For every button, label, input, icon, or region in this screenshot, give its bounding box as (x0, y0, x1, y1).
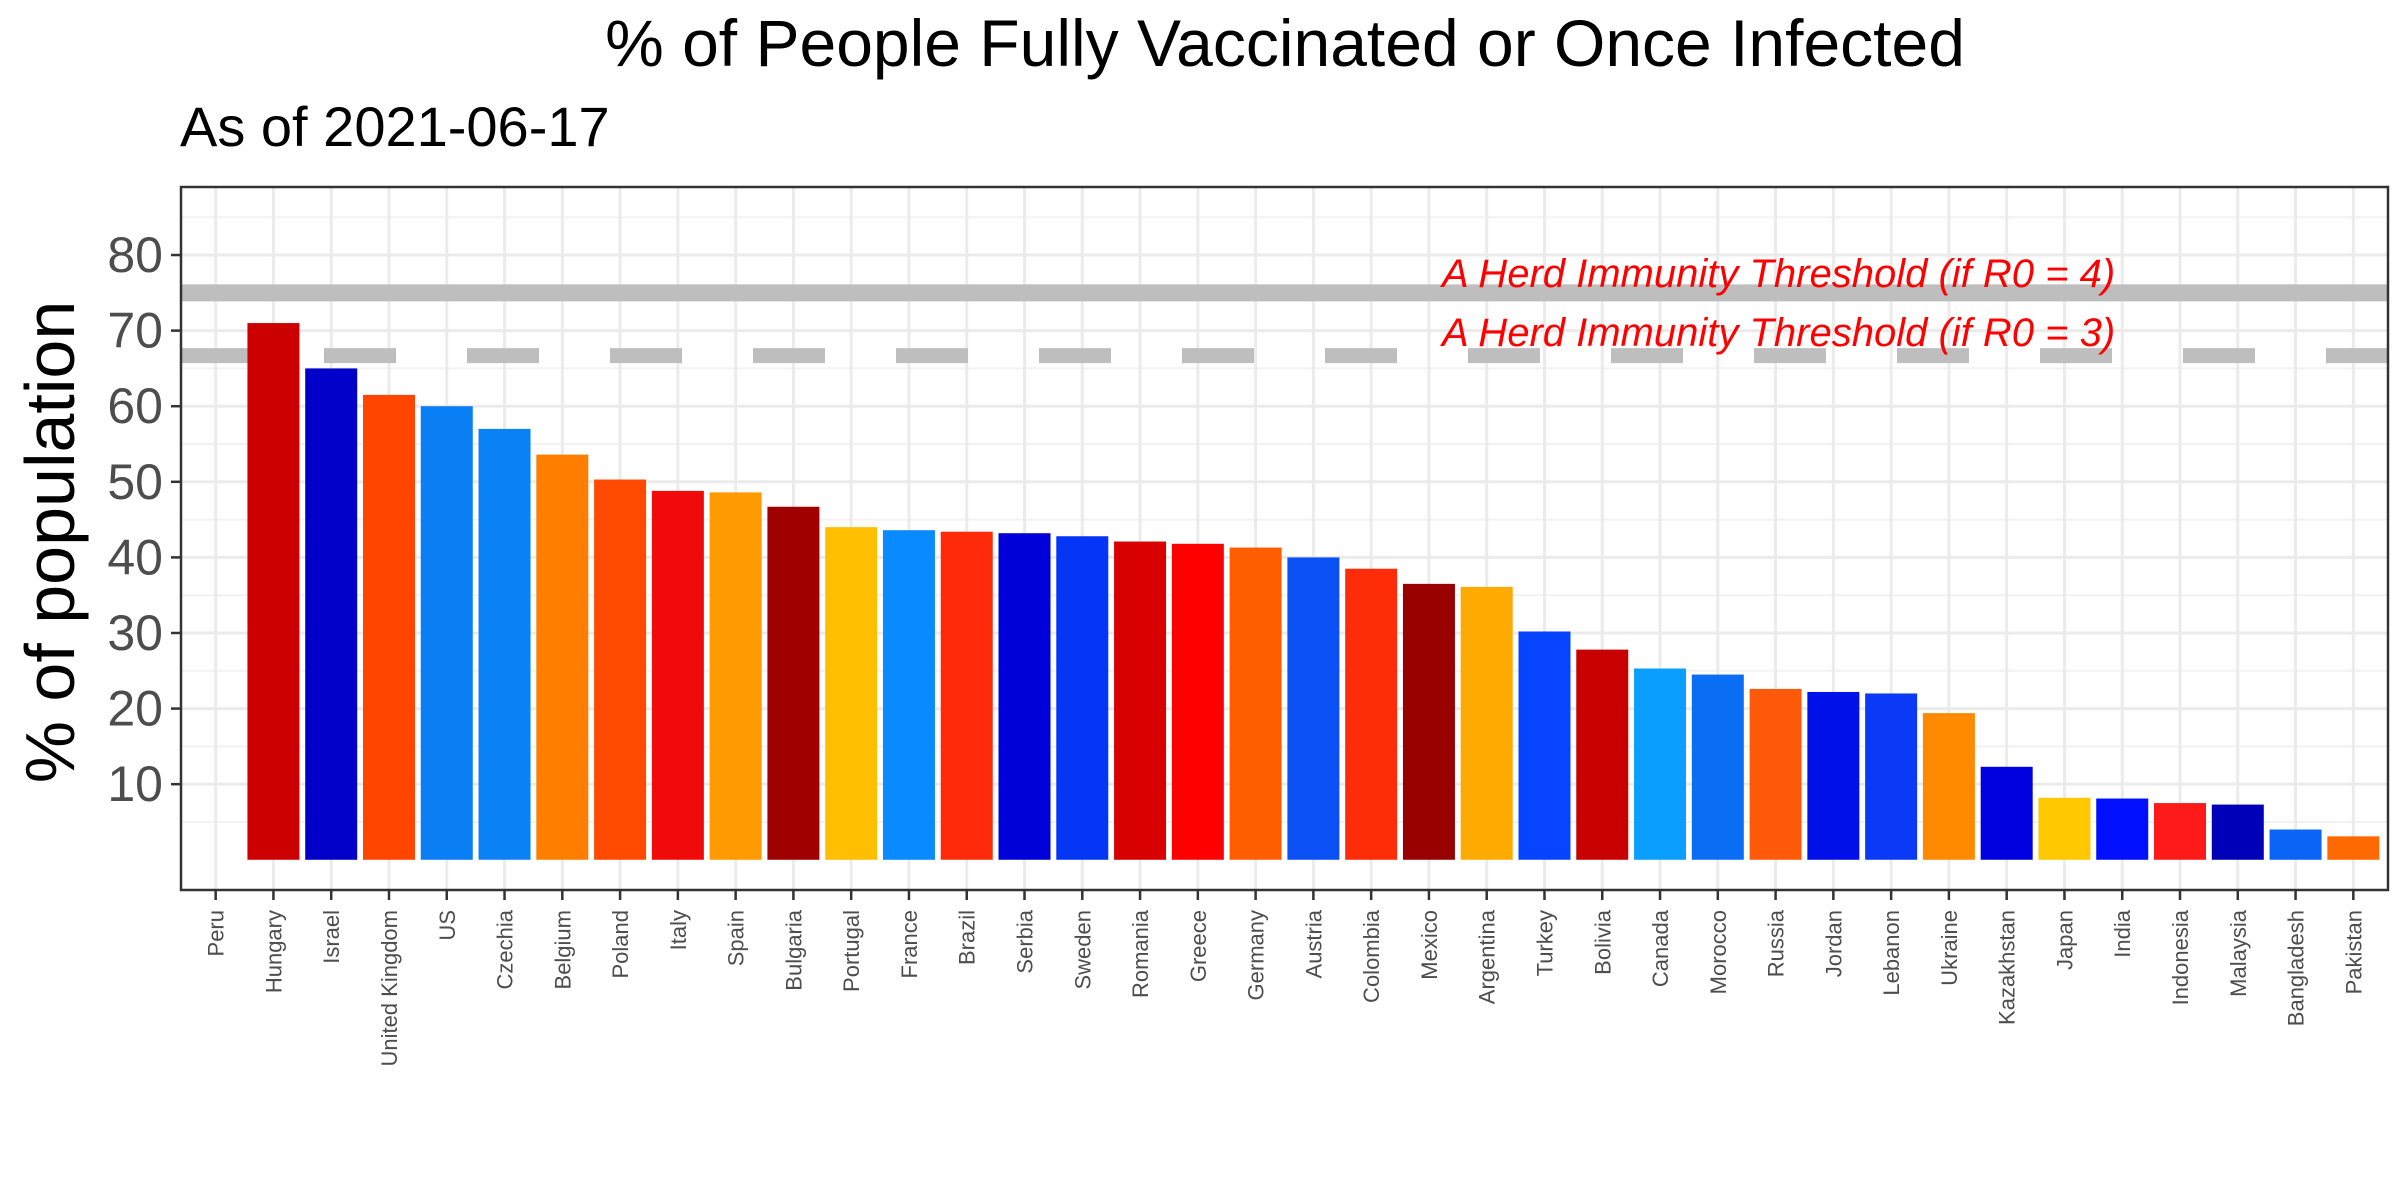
reference-lines (181, 284, 2388, 364)
chart-title: % of People Fully Vaccinated or Once Inf… (605, 6, 1965, 80)
x-tick-label: Kazakhstan (1995, 910, 2020, 1025)
bar-canada (1634, 668, 1687, 860)
x-tick-label: Ukraine (1937, 910, 1962, 986)
bar-mexico (1402, 583, 1455, 860)
bar-india (2096, 798, 2149, 860)
x-tick-label: US (435, 910, 460, 941)
bar-indonesia (2154, 803, 2207, 860)
x-tick-label: United Kingdom (377, 910, 402, 1067)
x-tick-label: Bangladesh (2284, 910, 2309, 1026)
threshold-label-r0-4: A Herd Immunity Threshold (if R0 = 4) (1440, 252, 2115, 296)
bar-serbia (998, 533, 1051, 860)
x-tick-label: Portugal (839, 910, 864, 992)
bar-us (420, 406, 473, 860)
y-tick-label: 40 (107, 529, 163, 585)
x-tick-label: Turkey (1532, 910, 1557, 976)
y-tick-label: 50 (107, 454, 163, 510)
x-tick-label: Spain (724, 910, 749, 966)
x-tick-label: Brazil (955, 910, 980, 965)
y-tick-label: 80 (107, 227, 163, 283)
bar-bolivia (1576, 649, 1629, 860)
bar-lebanon (1865, 693, 1918, 860)
bar-pakistan (2327, 836, 2380, 860)
x-tick-label: Italy (666, 910, 691, 950)
bar-hungary (247, 323, 300, 860)
bar-italy (651, 490, 704, 860)
x-tick-label: Czechia (493, 909, 518, 989)
y-tick-label: 10 (107, 756, 163, 812)
plot-border (179, 185, 2390, 892)
bar-germany (1229, 547, 1282, 860)
bar-colombia (1345, 568, 1398, 860)
y-tick-label: 20 (107, 681, 163, 737)
bar-sweden (1056, 536, 1109, 860)
x-tick-label: Serbia (1013, 909, 1038, 973)
x-tick-label: Greece (1186, 910, 1211, 982)
x-tick-label: India (2110, 909, 2135, 957)
x-tick-label: Mexico (1417, 910, 1442, 980)
x-tick-label: Peru (204, 910, 229, 956)
x-tick-label: Russia (1764, 909, 1789, 977)
bar-japan (2038, 797, 2091, 860)
bar-france (882, 530, 935, 860)
bar-morocco (1691, 674, 1744, 860)
bar-austria (1287, 557, 1340, 860)
bar-malaysia (2211, 804, 2264, 860)
x-tick-label: Austria (1301, 909, 1326, 978)
chart-subtitle: As of 2021-06-17 (180, 95, 610, 158)
x-tick-label: Pakistan (2341, 910, 2366, 994)
x-tick-label: Hungary (261, 910, 286, 993)
threshold-label-r0-3: A Herd Immunity Threshold (if R0 = 3) (1440, 311, 2115, 355)
x-tick-label: Bulgaria (781, 909, 806, 990)
x-tick-label: Romania (1128, 909, 1153, 998)
x-tick-label: Sweden (1070, 910, 1095, 990)
x-tick-label: Morocco (1706, 910, 1731, 994)
bar-israel (305, 368, 358, 860)
x-tick-label: Germany (1244, 910, 1269, 1000)
x-tick-label: Malaysia (2226, 909, 2251, 997)
x-tick-label: Japan (2052, 910, 2077, 970)
bar-united-kingdom (362, 394, 415, 860)
x-tick-label: Lebanon (1879, 910, 1904, 996)
bar-spain (709, 492, 762, 860)
bar-argentina (1460, 586, 1513, 860)
x-tick-label: Canada (1648, 909, 1673, 987)
bar-greece (1171, 543, 1224, 860)
x-tick-label: Bolivia (1590, 909, 1615, 975)
y-tick-label: 30 (107, 605, 163, 661)
x-tick-label: Argentina (1475, 909, 1500, 1004)
bar-romania (1114, 541, 1167, 860)
bar-ukraine (1922, 713, 1975, 860)
x-tick-label: Colombia (1359, 909, 1384, 1003)
bar-bangladesh (2269, 829, 2322, 860)
x-tick-label: Poland (608, 910, 633, 979)
bar-belgium (536, 454, 589, 860)
bar-turkey (1518, 631, 1571, 860)
bar-russia (1749, 688, 1802, 860)
annotations: A Herd Immunity Threshold (if R0 = 4) A H… (1440, 252, 2115, 355)
bar-kazakhstan (1980, 766, 2033, 860)
x-tick-label: Indonesia (2168, 909, 2193, 1005)
bar-poland (594, 479, 647, 860)
bar-jordan (1807, 691, 1860, 860)
bar-brazil (940, 531, 993, 860)
x-tick-label: France (897, 910, 922, 978)
y-tick-label: 60 (107, 378, 163, 434)
y-tick-label: 70 (107, 303, 163, 359)
bar-bulgaria (767, 506, 820, 860)
bars (247, 323, 2380, 860)
bar-portugal (825, 527, 878, 860)
x-tick-label: Belgium (550, 910, 575, 989)
x-tick-label: Israel (319, 910, 344, 964)
x-tick-label: Jordan (1821, 910, 1846, 977)
axes: 10 20 30 40 50 60 70 80 Peru Hungary Israel United … (107, 185, 2390, 1067)
bar-czechia (478, 428, 531, 860)
y-axis-label: % of population (11, 301, 89, 784)
